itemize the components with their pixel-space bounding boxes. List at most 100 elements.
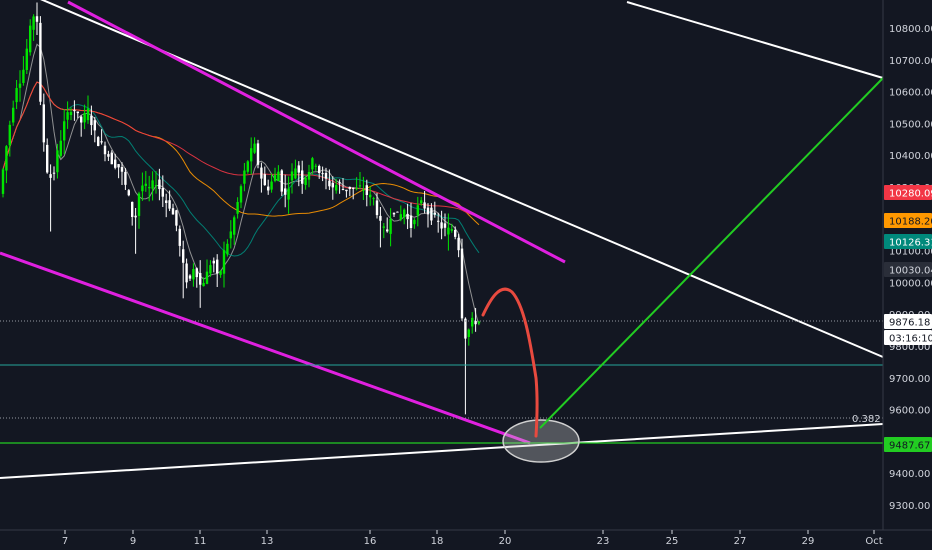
candle-body	[307, 171, 311, 180]
candle-body	[161, 188, 164, 197]
time-tick-label: 9	[130, 536, 136, 547]
moving-average-line	[2, 81, 480, 218]
candle-body	[239, 186, 243, 203]
candle-body	[267, 186, 270, 191]
price-badge	[884, 437, 932, 452]
candle-body	[277, 171, 280, 182]
candle-body	[15, 88, 18, 103]
candle-body	[399, 214, 402, 220]
price-badge-label: 10188.20	[889, 217, 932, 228]
candle-body	[110, 152, 113, 165]
candle-body	[39, 22, 42, 102]
candle-body	[403, 209, 406, 218]
parallel-trendline-white	[626, 1, 884, 79]
projection-line-green	[539, 77, 884, 429]
candle-body	[56, 150, 59, 173]
candle-body	[362, 189, 365, 191]
candle-body	[477, 321, 481, 324]
candle-body	[355, 188, 358, 190]
fib-label: 0.382	[852, 414, 881, 425]
candle-body	[66, 112, 69, 120]
candle-body	[229, 231, 232, 239]
candle-body	[365, 185, 368, 195]
candle-body	[301, 170, 304, 184]
candle-body	[260, 167, 263, 179]
time-axis[interactable]: 7 9 11 13 16 18 20 23 25 27 29 Oct	[0, 529, 932, 547]
drawings: 0.382	[0, 0, 884, 479]
candle-body	[90, 115, 93, 126]
time-tick-label: 16	[364, 536, 377, 547]
candle-body	[120, 167, 124, 172]
candle-body	[253, 143, 256, 153]
price-badge-label: 10280.09	[889, 189, 932, 200]
candle-body	[100, 141, 103, 143]
candles	[1, 2, 481, 415]
candle-body	[382, 226, 385, 228]
candle-body	[457, 237, 460, 251]
candle-body	[270, 181, 273, 190]
price-tick-label: 10700.00	[889, 56, 932, 67]
candle-body	[12, 107, 15, 123]
time-tick-label: 29	[802, 536, 815, 547]
candle-body	[416, 205, 419, 216]
candle-body	[460, 248, 464, 319]
candle-body	[148, 187, 151, 189]
candle-body	[375, 200, 379, 216]
price-tick-label: 10400.00	[889, 151, 932, 162]
candle-body	[471, 317, 474, 327]
candle-body	[236, 202, 239, 214]
moving-averages	[2, 43, 480, 326]
candle-body	[46, 144, 49, 173]
candle-body	[59, 140, 62, 156]
candle-body	[151, 180, 154, 189]
projection-path-red	[481, 287, 539, 438]
channel-upper-magenta	[67, 0, 566, 264]
candle-body	[467, 329, 470, 337]
price-badge-label: 03:16:10	[889, 334, 932, 345]
candle-body	[243, 170, 246, 184]
price-badge	[884, 262, 932, 277]
candle-body	[103, 145, 107, 155]
candle-body	[25, 48, 28, 70]
candle-body	[114, 159, 117, 168]
candle-body	[216, 259, 219, 274]
target-zone-ellipse	[502, 419, 580, 463]
price-tick-label: 10500.00	[889, 119, 932, 130]
candle-body	[22, 69, 25, 83]
candle-body	[165, 200, 168, 203]
candle-body	[280, 170, 283, 192]
price-badge	[884, 314, 932, 329]
candle-body	[335, 184, 338, 191]
candle-body	[205, 271, 209, 284]
candle-body	[212, 260, 215, 264]
candle-body	[420, 200, 423, 204]
candle-body	[426, 207, 430, 215]
candle-body	[338, 182, 341, 184]
candle-body	[321, 173, 324, 175]
candle-body	[447, 227, 450, 235]
candle-body	[52, 172, 56, 174]
descending-trendline-white	[40, 0, 884, 358]
candle-body	[76, 111, 79, 114]
candle-body	[202, 282, 205, 287]
candle-body	[464, 318, 467, 339]
price-tick-label: 10600.00	[889, 88, 932, 99]
candle-body	[287, 188, 290, 200]
candle-body	[345, 189, 348, 192]
candle-body	[392, 212, 396, 215]
candle-body	[35, 16, 39, 22]
candle-body	[294, 168, 297, 179]
candle-body	[185, 263, 188, 283]
candle-body	[5, 146, 8, 171]
candle-body	[134, 215, 137, 218]
price-badge-label: 10126.31	[889, 238, 932, 249]
candle-body	[386, 229, 389, 232]
candle-body	[409, 215, 413, 228]
channel-lower-magenta	[0, 251, 531, 445]
candle-body	[437, 220, 440, 222]
price-tick-label: 9600.00	[889, 406, 930, 417]
candle-body	[423, 202, 426, 209]
candle-body	[297, 165, 300, 173]
candle-body	[1, 169, 5, 194]
